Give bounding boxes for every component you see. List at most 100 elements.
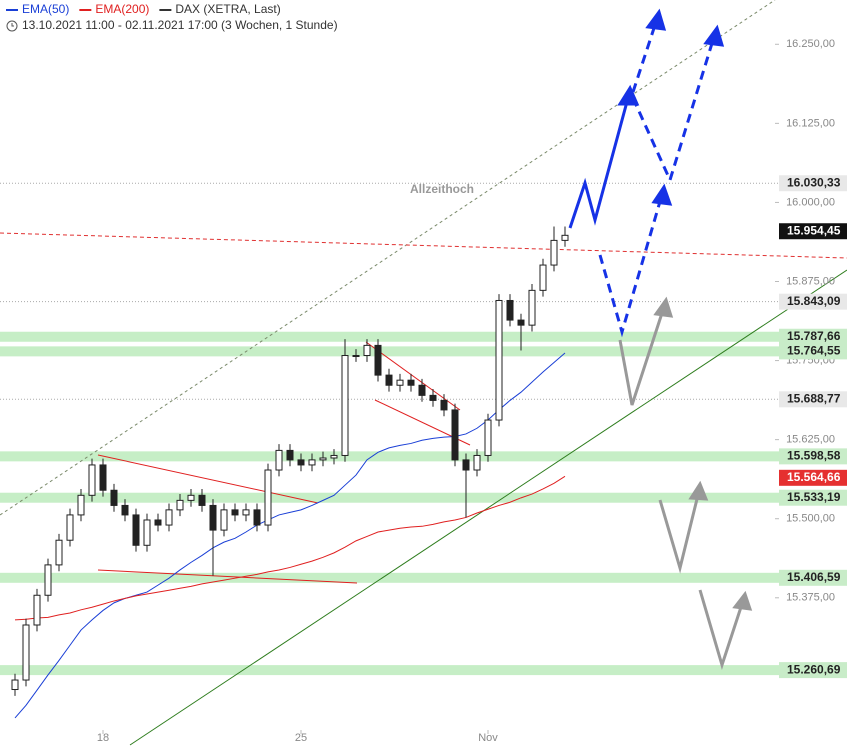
candle-body [319,457,327,461]
candle-body [407,379,415,386]
candle-body [88,464,96,496]
support-zone [0,572,847,583]
legend: EMA(50) EMA(200) DAX (XETRA, Last) [6,2,281,16]
candle-body [99,464,107,491]
x-tick-label: Nov [478,732,498,744]
candle-body [264,469,272,526]
clock-icon [11,23,14,27]
arrow [631,21,658,93]
price-label: 15.406,59 [787,570,841,584]
price-label: 15.533,19 [787,490,841,504]
ema-line [14,475,566,621]
candle-body [132,514,140,546]
candle-body [363,344,371,357]
arrow [618,309,665,406]
arrow-head [653,296,674,318]
y-tick-label: 16.000,00 [786,196,835,208]
support-zone [0,331,847,342]
triangle-line [97,569,358,584]
price-box [779,175,847,192]
trend-line [129,269,847,746]
candle-body [143,519,151,546]
y-tick-label: 15.875,00 [786,275,835,287]
support-zone [0,665,847,676]
support-zone [0,346,847,357]
legend-label: EMA(200) [95,2,149,16]
legend-label: DAX (XETRA, Last) [175,2,280,16]
candle-body [176,499,184,511]
price-label: 15.598,58 [787,449,841,463]
candle-body [187,494,195,501]
candle-body [561,234,569,241]
candle-body [517,319,525,326]
arrow-head [688,480,709,501]
candle-body [121,504,129,516]
arrow-head [703,24,725,47]
annotation: Allzeithoch [410,182,474,196]
price-label: 15.954,45 [787,223,841,237]
candle-body [253,509,261,526]
candle-body [418,384,426,396]
candle-body [528,289,536,326]
candle-body [352,355,360,358]
plot-underlay [0,182,847,676]
candle-body [44,564,52,596]
candle-body [495,299,503,421]
price-box [779,489,847,506]
candle-body [198,494,206,506]
candle-body [11,679,19,691]
candle-body [396,379,404,386]
candle-body [242,509,250,516]
scenario-arrows [568,8,753,671]
candle-body [165,509,173,526]
candle-body [297,459,305,466]
candle-body [484,419,492,456]
candle-body [385,374,393,386]
support-zone [0,492,847,503]
x-tick-label: 18 [97,732,109,744]
candle-body [154,519,162,526]
price-box [779,448,847,465]
candle-body [33,594,41,626]
arrow [658,494,700,574]
candle-body [77,494,85,516]
price-box [779,328,847,345]
price-box [779,343,847,360]
channel-line [0,0,776,516]
y-tick-label: 15.500,00 [786,513,835,525]
candle-body [275,449,283,471]
y-tick-label: 15.375,00 [786,592,835,604]
candle-body [462,459,470,471]
price-label: 15.787,66 [787,329,841,343]
arrow-head [645,8,667,31]
marks [11,226,569,719]
candle-body [308,459,316,466]
candle-body [429,394,437,401]
high-line [0,232,847,259]
candle-body [440,399,448,411]
arrow [698,589,744,671]
candle-body [451,409,459,461]
support-zone [0,451,847,462]
candle-body [506,299,514,321]
arrow-head [732,590,753,611]
arrow [568,97,630,229]
y-axis: 15.375,0015.500,0015.625,0015.750,0015.8… [97,38,847,744]
candle-body [22,624,30,681]
price-label: 15.764,55 [787,344,841,358]
price-box [779,293,847,310]
candle-body [209,504,217,531]
candle-body [473,454,481,471]
candle-body [220,509,228,531]
price-box [779,662,847,679]
price-label: 15.564,66 [787,470,841,484]
candle-body [66,514,74,541]
candle-body [341,355,349,456]
candle-body [286,449,294,461]
price-label: 15.260,69 [787,662,841,676]
candle-body [110,489,118,506]
arrow-head [651,183,673,206]
candle-body [550,239,558,266]
arrow [631,39,715,185]
